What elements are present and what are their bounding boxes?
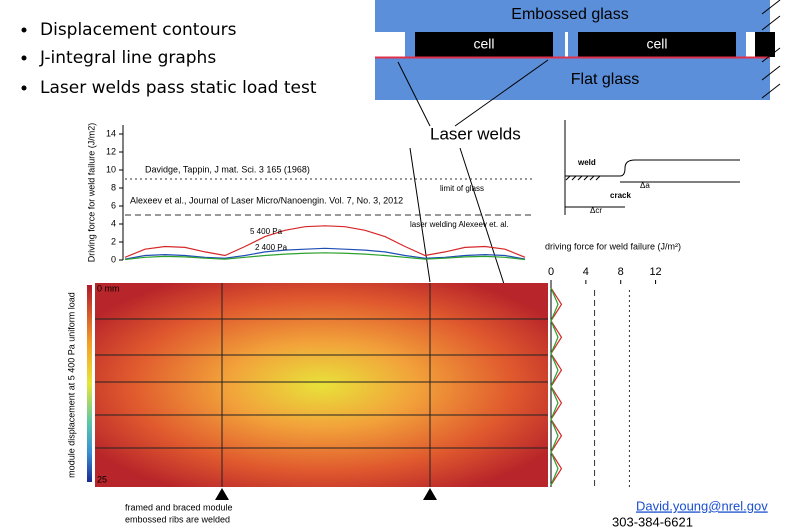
support <box>215 488 437 500</box>
sketch-label: Δa <box>640 181 650 190</box>
caption: embossed ribs are welded <box>125 514 230 524</box>
series-line <box>125 253 525 260</box>
label: cell <box>473 36 494 52</box>
sketch-label: weld <box>577 158 596 167</box>
label: Flat glass <box>571 71 639 88</box>
bullet: J-integral line graphs <box>39 48 216 68</box>
sketch-hatch <box>566 176 600 180</box>
colorbar <box>87 285 92 482</box>
sketch-line <box>565 120 740 215</box>
series-label: 2 400 Pa <box>255 243 288 252</box>
series-label: 5 400 Pa <box>250 227 283 236</box>
reference-source: Alexeev et al., Journal of Laser Micro/N… <box>130 195 403 205</box>
bullet-dot <box>22 86 27 91</box>
caption: framed and braced module <box>125 502 233 512</box>
x-tick-label: 12 <box>649 266 661 278</box>
bullet: Laser welds pass static load test <box>40 78 317 98</box>
phone: 303-384-6621 <box>612 514 693 529</box>
reference-label: limit of glass <box>440 184 484 193</box>
y-tick-label: 10 <box>106 164 116 174</box>
contour: 0 mm 25 module displacement at 5 400 Pa … <box>66 283 548 524</box>
y-tick-label: 14 <box>106 128 116 138</box>
x-tick-label: 8 <box>618 266 624 278</box>
series-line <box>551 288 558 485</box>
scale-label: 0 mm <box>97 283 120 293</box>
reference-label: laser welding Alexeev et. al. <box>410 220 509 229</box>
cell-box <box>755 32 775 57</box>
axis-label: module displacement at 5 400 Pa uniform … <box>66 292 76 478</box>
y-tick-label: 6 <box>111 200 116 210</box>
slide: Displacement contours J-integral line gr… <box>0 0 802 529</box>
bullet: Displacement contours <box>40 20 237 40</box>
axis-label: Driving force for weld failure (J/m2) <box>86 123 96 263</box>
axis-label: driving force for weld failure (J/m²) <box>545 241 681 251</box>
y-tick-label: 8 <box>111 182 116 192</box>
y-tick-label: 2 <box>111 236 116 246</box>
bullet-dot <box>22 28 27 33</box>
y-tick-label: 12 <box>106 146 116 156</box>
sketch-label: crack <box>610 191 631 200</box>
series-line <box>125 248 525 259</box>
label: cell <box>646 36 667 52</box>
y-tick-label: 0 <box>111 254 116 264</box>
label: Laser welds <box>430 124 521 143</box>
bullets: Displacement contours J-integral line gr… <box>22 20 317 98</box>
bullet-dot <box>22 56 27 61</box>
y-tick-label: 4 <box>111 218 116 228</box>
email-link[interactable]: David.young@nrel.gov <box>636 498 768 513</box>
x-tick-label: 0 <box>548 266 554 278</box>
crack-sketch: weld crack Δa Δcr <box>565 120 740 215</box>
x-tick-label: 4 <box>583 266 589 278</box>
reference-source: Davidge, Tappin, J mat. Sci. 3 165 (1968… <box>145 164 310 174</box>
scale-label: 25 <box>97 474 107 484</box>
sketch-label: Δcr <box>590 206 602 215</box>
contour-map <box>95 283 548 487</box>
label: Embossed glass <box>511 6 628 23</box>
